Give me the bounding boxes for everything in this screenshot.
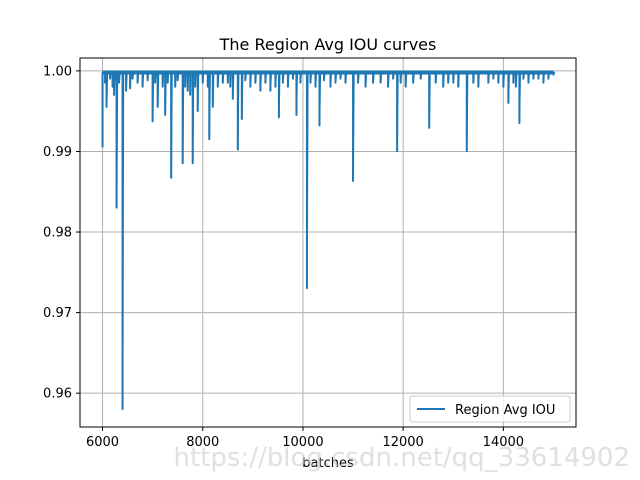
series-layer bbox=[101, 70, 556, 411]
y-tick-label: 0.99 bbox=[43, 145, 72, 160]
watermark: https://blog.csdn.net/qq_33614902 bbox=[174, 443, 630, 473]
legend-label: Region Avg IOU bbox=[455, 403, 555, 418]
x-tick-label: 6000 bbox=[86, 435, 119, 450]
y-axis: 0.96 0.97 0.98 0.99 1.00 bbox=[43, 64, 80, 402]
y-tick-label: 1.00 bbox=[43, 64, 72, 79]
x-tick-label: 8000 bbox=[186, 435, 219, 450]
x-tick-label: 12000 bbox=[382, 435, 423, 450]
plot-frame bbox=[79, 57, 577, 428]
x-axis: 6000 8000 10000 12000 14000 bbox=[86, 427, 524, 450]
x-tick-label: 14000 bbox=[483, 435, 524, 450]
y-tick-label: 0.98 bbox=[43, 226, 72, 241]
y-tick-label: 0.96 bbox=[43, 387, 72, 402]
chart-title: The Region Avg IOU curves bbox=[219, 35, 437, 54]
legend: Region Avg IOU bbox=[409, 395, 571, 423]
y-tick-label: 0.97 bbox=[43, 306, 72, 321]
legend-box bbox=[409, 395, 571, 423]
x-tick-label: 10000 bbox=[282, 435, 323, 450]
x-axis-label: batches bbox=[302, 456, 354, 471]
